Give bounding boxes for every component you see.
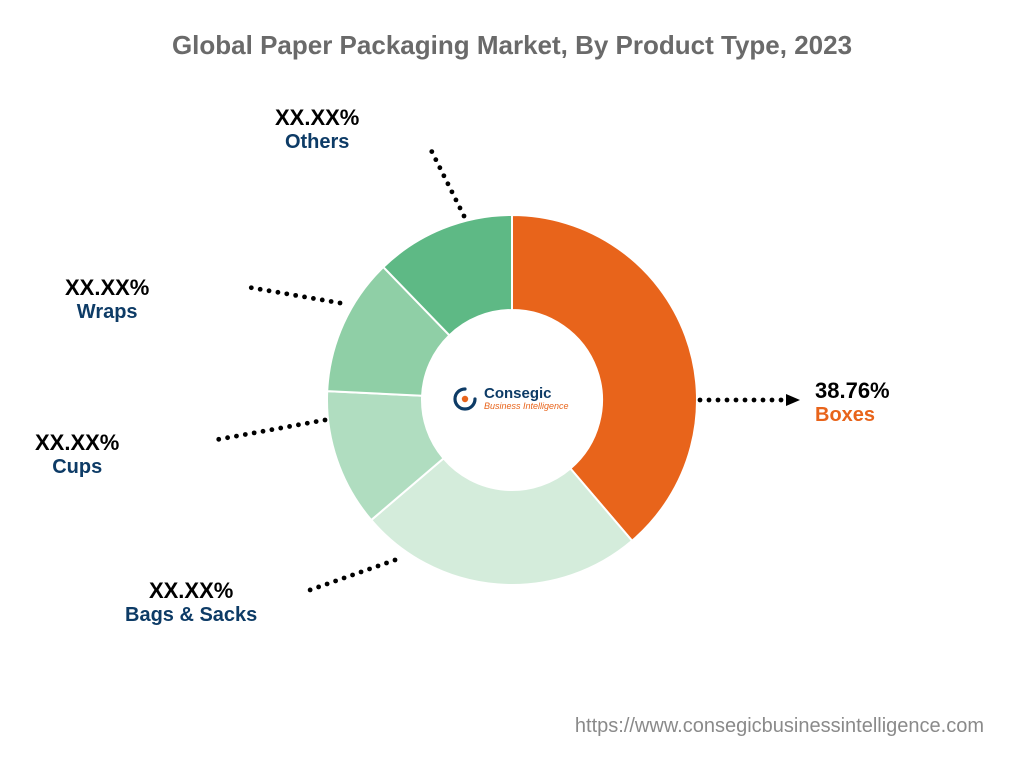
- label-boxes-cat: Boxes: [815, 404, 890, 427]
- label-wraps-cat: Wraps: [65, 301, 149, 324]
- label-wraps-pct: XX.XX%: [65, 275, 149, 301]
- label-boxes-pct: 38.76%: [815, 378, 890, 404]
- leader-line: [429, 149, 466, 218]
- leader-line: [216, 418, 327, 442]
- footer-url: https://www.consegicbusinessintelligence…: [575, 715, 984, 738]
- label-others-cat: Others: [275, 131, 359, 154]
- leader-line: [249, 285, 342, 305]
- logo-brand-sub: Business Intelligence: [484, 402, 569, 411]
- label-bags-cat: Bags & Sacks: [125, 604, 257, 627]
- label-bags: XX.XX% Bags & Sacks: [125, 578, 257, 627]
- leader-line: [698, 394, 800, 406]
- chart-container: Global Paper Packaging Market, By Produc…: [0, 0, 1024, 768]
- label-bags-pct: XX.XX%: [125, 578, 257, 604]
- label-cups-cat: Cups: [35, 456, 119, 479]
- chart-title: Global Paper Packaging Market, By Produc…: [0, 30, 1024, 61]
- logo-icon: [452, 386, 478, 412]
- label-cups-pct: XX.XX%: [35, 430, 119, 456]
- label-cups: XX.XX% Cups: [35, 430, 119, 479]
- label-others-pct: XX.XX%: [275, 105, 359, 131]
- label-wraps: XX.XX% Wraps: [65, 275, 149, 324]
- label-others: XX.XX% Others: [275, 105, 359, 154]
- center-logo: Consegic Business Intelligence: [452, 386, 569, 412]
- logo-brand-main: Consegic: [484, 386, 569, 402]
- leader-line: [308, 558, 398, 593]
- label-boxes: 38.76% Boxes: [815, 378, 890, 427]
- leader-arrowhead-icon: [786, 394, 800, 406]
